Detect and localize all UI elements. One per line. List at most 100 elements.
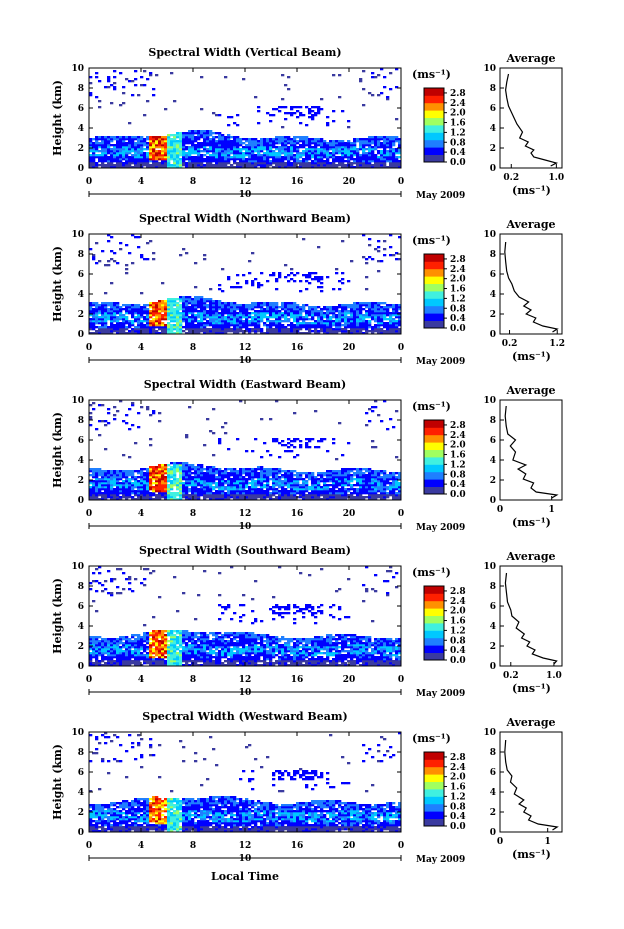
y-tick-label: 10 bbox=[71, 562, 84, 572]
date-label: May 2009 bbox=[416, 855, 465, 865]
colorbar: 2.82.42.01.61.20.80.40.0 bbox=[423, 585, 466, 666]
unit-label: (ms⁻¹) bbox=[412, 68, 451, 81]
y-tick-label: 6 bbox=[78, 602, 84, 612]
x-tick-label: 0 bbox=[86, 841, 92, 851]
colorbar-tick-label: 1.6 bbox=[450, 783, 466, 793]
average-y-tick-label: 2 bbox=[490, 476, 496, 486]
panel-title: Spectral Width (Eastward Beam) bbox=[144, 378, 346, 391]
date-label: May 2009 bbox=[416, 523, 465, 533]
day-label: 10 bbox=[239, 688, 252, 698]
y-tick-label: 6 bbox=[78, 104, 84, 114]
colorbar-tick-label: 0.8 bbox=[450, 636, 466, 646]
x-tick-label: 8 bbox=[190, 343, 196, 353]
average-y-tick-label: 8 bbox=[490, 748, 496, 758]
average-x-tick-label: 1.2 bbox=[549, 339, 565, 349]
x-tick-label: 12 bbox=[239, 177, 252, 187]
colorbar-tick-label: 0.8 bbox=[450, 304, 466, 314]
average-y-tick-label: 0 bbox=[490, 330, 496, 340]
average-unit-label: (ms⁻¹) bbox=[512, 682, 551, 695]
average-title: Average bbox=[505, 52, 555, 65]
y-tick-label: 2 bbox=[78, 144, 84, 154]
y-tick-label: 4 bbox=[78, 290, 84, 300]
x-tick-label: 16 bbox=[291, 343, 304, 353]
y-tick-label: 6 bbox=[78, 270, 84, 280]
colorbar-tick-label: 1.6 bbox=[450, 285, 466, 295]
colorbar-tick-label: 0.0 bbox=[450, 324, 466, 334]
average-plot: Average 0 2 4 6 8 10 0 1(ms⁻¹) bbox=[483, 716, 563, 861]
average-y-tick-label: 8 bbox=[490, 416, 496, 426]
y-tick-label: 8 bbox=[78, 416, 84, 426]
colorbar-tick-label: 2.8 bbox=[450, 89, 466, 99]
x-tick-label: 8 bbox=[190, 841, 196, 851]
x-tick-label: 0 bbox=[398, 177, 404, 187]
x-tick-label: 0 bbox=[86, 343, 92, 353]
average-plot: Average 0 2 4 6 8 10 0 1(ms⁻¹) bbox=[483, 384, 563, 529]
date-label: May 2009 bbox=[416, 191, 465, 201]
unit-label: (ms⁻¹) bbox=[412, 732, 451, 745]
panel-title: Spectral Width (Westward Beam) bbox=[142, 710, 347, 723]
average-y-tick-label: 4 bbox=[490, 124, 496, 134]
colorbar: 2.82.42.01.61.20.80.40.0 bbox=[423, 87, 466, 168]
average-frame bbox=[499, 731, 563, 833]
x-tick-label: 16 bbox=[291, 675, 304, 685]
x-tick-label: 12 bbox=[239, 675, 252, 685]
colorbar-tick-label: 0.4 bbox=[450, 812, 466, 822]
colorbar-tick-label: 1.6 bbox=[450, 617, 466, 627]
colorbar-frame bbox=[423, 419, 445, 495]
x-tick-label: 20 bbox=[343, 343, 356, 353]
y-tick-label: 8 bbox=[78, 250, 84, 260]
average-unit-label: (ms⁻¹) bbox=[512, 350, 551, 363]
colorbar: 2.82.42.01.61.20.80.40.0 bbox=[423, 419, 466, 500]
y-axis-label: Height (km) bbox=[51, 744, 64, 820]
day-label: 10 bbox=[239, 356, 252, 366]
y-axis-label: Height (km) bbox=[51, 412, 64, 488]
average-y-tick-label: 10 bbox=[483, 562, 496, 572]
average-y-tick-label: 10 bbox=[483, 728, 496, 738]
colorbar-tick-label: 2.4 bbox=[450, 431, 466, 441]
unit-label: (ms⁻¹) bbox=[412, 566, 451, 579]
average-y-tick-label: 6 bbox=[490, 270, 496, 280]
average-x-tick-label: 0 bbox=[497, 837, 503, 847]
panel-title: Spectral Width (Vertical Beam) bbox=[148, 46, 341, 59]
average-title: Average bbox=[505, 384, 555, 397]
average-unit-label: (ms⁻¹) bbox=[512, 516, 551, 529]
colorbar-tick-label: 1.6 bbox=[450, 451, 466, 461]
y-tick-label: 0 bbox=[78, 164, 84, 174]
colorbar-tick-label: 2.0 bbox=[450, 773, 466, 783]
average-y-tick-label: 4 bbox=[490, 788, 496, 798]
colorbar-tick-label: 2.8 bbox=[450, 587, 466, 597]
y-tick-label: 2 bbox=[78, 476, 84, 486]
heatmap-cells bbox=[89, 68, 402, 169]
colorbar-tick-label: 0.4 bbox=[450, 148, 466, 158]
x-tick-label: 12 bbox=[239, 509, 252, 519]
average-x-tick-label: 0.2 bbox=[502, 339, 518, 349]
x-tick-label: 16 bbox=[291, 177, 304, 187]
colorbar-tick-label: 1.2 bbox=[450, 460, 466, 470]
average-plot: Average 0 2 4 6 8 10 0.2 1.0(ms⁻¹) bbox=[483, 550, 563, 695]
colorbar-frame bbox=[423, 253, 445, 329]
y-tick-label: 4 bbox=[78, 124, 84, 134]
colorbar: 2.82.42.01.61.20.80.40.0 bbox=[423, 751, 466, 832]
average-y-tick-label: 0 bbox=[490, 828, 496, 838]
average-y-tick-label: 10 bbox=[483, 396, 496, 406]
y-tick-label: 0 bbox=[78, 828, 84, 838]
average-frame bbox=[499, 233, 563, 335]
colorbar-tick-label: 0.4 bbox=[450, 480, 466, 490]
y-tick-label: 6 bbox=[78, 436, 84, 446]
average-y-tick-label: 8 bbox=[490, 84, 496, 94]
colorbar-tick-label: 0.0 bbox=[450, 822, 466, 832]
colorbar-tick-label: 0.0 bbox=[450, 656, 466, 666]
average-y-tick-label: 0 bbox=[490, 164, 496, 174]
x-axis-label: Local Time bbox=[211, 870, 279, 883]
colorbar-frame bbox=[423, 87, 445, 163]
colorbar-tick-label: 2.4 bbox=[450, 597, 466, 607]
average-y-tick-label: 4 bbox=[490, 290, 496, 300]
average-y-tick-label: 4 bbox=[490, 622, 496, 632]
colorbar-tick-label: 0.4 bbox=[450, 314, 466, 324]
average-title: Average bbox=[505, 218, 555, 231]
average-title: Average bbox=[505, 716, 555, 729]
date-label: May 2009 bbox=[416, 357, 465, 367]
y-tick-label: 0 bbox=[78, 662, 84, 672]
